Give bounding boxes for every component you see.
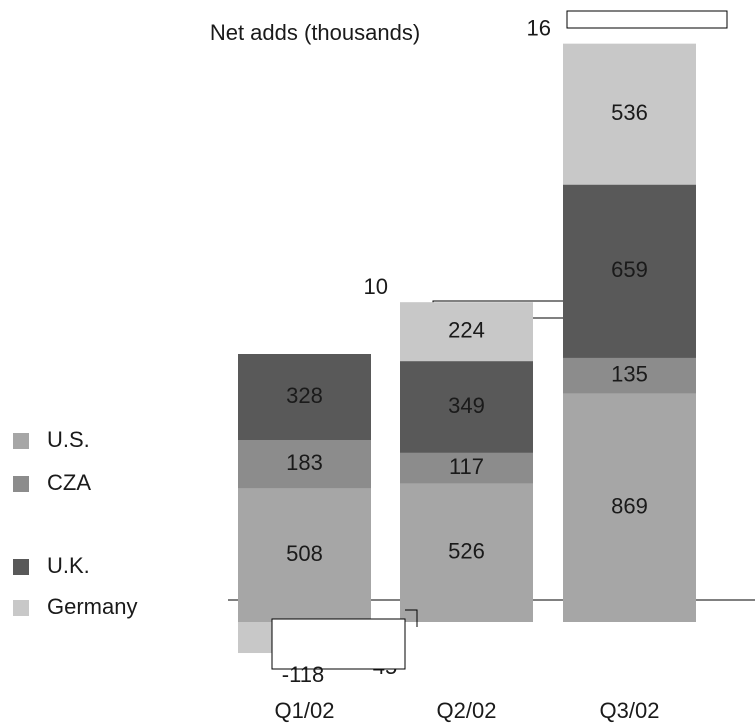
bar-segment <box>400 361 533 453</box>
x-tick-label: Q1/02 <box>275 698 335 723</box>
value-label: -118 <box>282 662 324 687</box>
value-label: 328 <box>286 383 323 408</box>
bar-segment <box>563 357 696 394</box>
value-label: 526 <box>448 539 485 564</box>
bar-segment <box>563 43 696 185</box>
x-tick-label: Q2/02 <box>437 698 497 723</box>
value-label: 224 <box>448 317 485 342</box>
total-label: 16 <box>527 15 551 40</box>
bar-segment <box>400 302 533 362</box>
value-label: 508 <box>286 541 323 566</box>
legend-label: Germany <box>47 594 137 619</box>
legend-label: U.S. <box>47 427 90 452</box>
value-label: 536 <box>611 100 648 125</box>
label-box <box>271 618 406 670</box>
legend-swatch <box>13 600 29 616</box>
legend-swatch <box>13 433 29 449</box>
bracket <box>405 609 418 627</box>
legend-swatch <box>13 476 29 492</box>
bar-segment <box>238 488 371 622</box>
value-label: 349 <box>448 393 485 418</box>
x-tick-label: Q3/02 <box>600 698 660 723</box>
bar-segment <box>563 184 696 358</box>
placeholder-box <box>566 10 728 29</box>
legend-label: U.K. <box>47 553 90 578</box>
value-label: 869 <box>611 494 648 519</box>
bar-segment <box>400 483 533 622</box>
bar-segment <box>400 452 533 484</box>
total-label: 10 <box>364 274 388 299</box>
bar-segment <box>238 354 371 441</box>
legend-swatch <box>13 559 29 575</box>
value-label: 659 <box>611 257 648 282</box>
bar-segment <box>563 393 696 622</box>
legend-label: CZA <box>47 470 91 495</box>
value-label: 135 <box>611 362 648 387</box>
value-label: 183 <box>286 450 323 475</box>
bar-segment <box>238 440 371 489</box>
chart-title: Net adds (thousands) <box>210 20 420 45</box>
value-label: 117 <box>449 454 484 479</box>
